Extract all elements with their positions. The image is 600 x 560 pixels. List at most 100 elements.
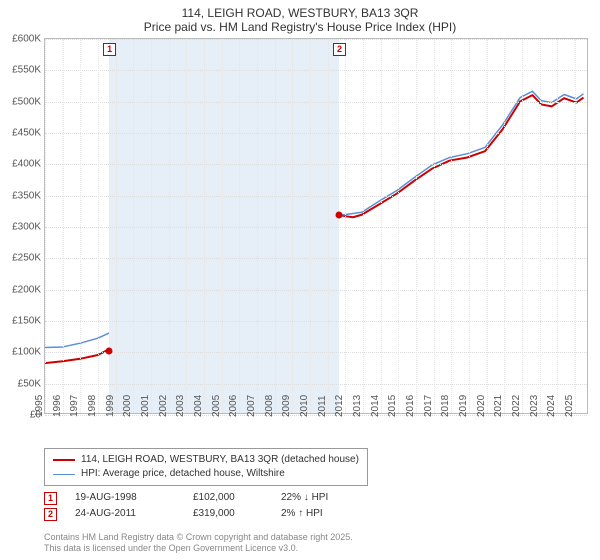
x-axis-label: 2015 xyxy=(387,395,398,417)
x-axis-label: 2011 xyxy=(317,395,328,417)
gridline-v xyxy=(63,39,64,413)
x-axis-label: 2019 xyxy=(458,395,469,417)
gridline-v xyxy=(363,39,364,413)
x-axis-label: 1996 xyxy=(52,395,63,417)
gridline-v xyxy=(345,39,346,413)
x-axis-label: 2000 xyxy=(122,395,133,417)
x-axis-label: 2025 xyxy=(564,395,575,417)
y-axis-label: £150K xyxy=(12,316,41,327)
x-axis-label: 2007 xyxy=(246,395,257,417)
y-axis-label: £350K xyxy=(12,190,41,201)
y-axis-label: £550K xyxy=(12,65,41,76)
gridline-h xyxy=(45,164,587,165)
x-axis-label: 2013 xyxy=(352,395,363,417)
attribution-text: Contains HM Land Registry data © Crown c… xyxy=(44,532,353,554)
gridline-v xyxy=(133,39,134,413)
x-axis-label: 1997 xyxy=(69,395,80,417)
gridline-v xyxy=(328,39,329,413)
title-line-2: Price paid vs. HM Land Registry's House … xyxy=(0,20,600,34)
x-axis-label: 2021 xyxy=(493,395,504,417)
x-axis-label: 2001 xyxy=(140,395,151,417)
y-axis-label: £450K xyxy=(12,128,41,139)
gridline-v xyxy=(186,39,187,413)
x-axis-label: 2005 xyxy=(210,395,221,417)
x-axis-label: 2014 xyxy=(369,395,380,417)
gridline-v xyxy=(416,39,417,413)
gridline-v xyxy=(504,39,505,413)
legend-swatch xyxy=(53,474,75,475)
y-axis-label: £200K xyxy=(12,284,41,295)
legend-swatch xyxy=(53,459,75,461)
x-axis-label: 2006 xyxy=(228,395,239,417)
gridline-v xyxy=(45,39,46,413)
chart-legend: 114, LEIGH ROAD, WESTBURY, BA13 3QR (det… xyxy=(44,448,368,486)
shaded-band xyxy=(109,39,339,413)
chart-title-block: 114, LEIGH ROAD, WESTBURY, BA13 3QR Pric… xyxy=(0,0,600,38)
legend-row: 114, LEIGH ROAD, WESTBURY, BA13 3QR (det… xyxy=(53,453,359,467)
gridline-h xyxy=(45,290,587,291)
x-axis-label: 2018 xyxy=(440,395,451,417)
title-line-1: 114, LEIGH ROAD, WESTBURY, BA13 3QR xyxy=(0,6,600,20)
sales-row-diff: 2% ↑ HPI xyxy=(281,506,361,522)
gridline-v xyxy=(151,39,152,413)
x-axis-label: 2002 xyxy=(158,395,169,417)
gridline-v xyxy=(557,39,558,413)
sales-row-date: 19-AUG-1998 xyxy=(75,490,175,506)
gridline-h xyxy=(45,102,587,103)
y-axis-label: £300K xyxy=(12,222,41,233)
gridline-v xyxy=(487,39,488,413)
gridline-v xyxy=(98,39,99,413)
price-chart: £0£50K£100K£150K£200K£250K£300K£350K£400… xyxy=(44,38,588,414)
gridline-v xyxy=(522,39,523,413)
y-axis-label: £500K xyxy=(12,96,41,107)
sale-dot-2 xyxy=(336,212,343,219)
attribution-line-1: Contains HM Land Registry data © Crown c… xyxy=(44,532,353,543)
gridline-v xyxy=(275,39,276,413)
y-axis-label: £50K xyxy=(18,378,41,389)
x-axis-label: 2024 xyxy=(546,395,557,417)
x-axis-label: 2009 xyxy=(281,395,292,417)
sales-row-date: 24-AUG-2011 xyxy=(75,506,175,522)
gridline-h xyxy=(45,133,587,134)
x-axis-label: 2008 xyxy=(263,395,274,417)
x-axis-label: 2017 xyxy=(422,395,433,417)
sales-row-price: £102,000 xyxy=(193,490,263,506)
y-axis-label: £600K xyxy=(12,34,41,45)
sale-marker-box-2: 2 xyxy=(333,43,346,56)
gridline-v xyxy=(451,39,452,413)
x-axis-label: 2020 xyxy=(475,395,486,417)
gridline-h xyxy=(45,227,587,228)
x-axis-label: 2023 xyxy=(528,395,539,417)
gridline-v xyxy=(398,39,399,413)
x-axis-label: 2003 xyxy=(175,395,186,417)
gridline-v xyxy=(292,39,293,413)
gridline-v xyxy=(575,39,576,413)
gridline-v xyxy=(257,39,258,413)
x-axis-label: 2012 xyxy=(334,395,345,417)
gridline-h xyxy=(45,384,587,385)
gridline-h xyxy=(45,352,587,353)
gridline-v xyxy=(169,39,170,413)
gridline-v xyxy=(204,39,205,413)
x-axis-label: 2022 xyxy=(511,395,522,417)
gridline-h xyxy=(45,258,587,259)
gridline-v xyxy=(381,39,382,413)
x-axis-label: 1995 xyxy=(34,395,45,417)
gridline-v xyxy=(434,39,435,413)
sales-row: 119-AUG-1998£102,00022% ↓ HPI xyxy=(44,490,361,506)
plot-area: £0£50K£100K£150K£200K£250K£300K£350K£400… xyxy=(45,39,587,413)
gridline-v xyxy=(239,39,240,413)
sales-row-marker: 2 xyxy=(44,508,57,521)
x-axis-label: 2010 xyxy=(299,395,310,417)
x-axis-label: 2004 xyxy=(193,395,204,417)
gridline-h xyxy=(45,39,587,40)
gridline-h xyxy=(45,196,587,197)
gridline-h xyxy=(45,70,587,71)
gridline-v xyxy=(80,39,81,413)
gridline-v xyxy=(310,39,311,413)
legend-label: HPI: Average price, detached house, Wilt… xyxy=(81,467,285,481)
gridline-v xyxy=(222,39,223,413)
y-axis-label: £100K xyxy=(12,347,41,358)
legend-label: 114, LEIGH ROAD, WESTBURY, BA13 3QR (det… xyxy=(81,453,359,467)
sale-marker-box-1: 1 xyxy=(103,43,116,56)
